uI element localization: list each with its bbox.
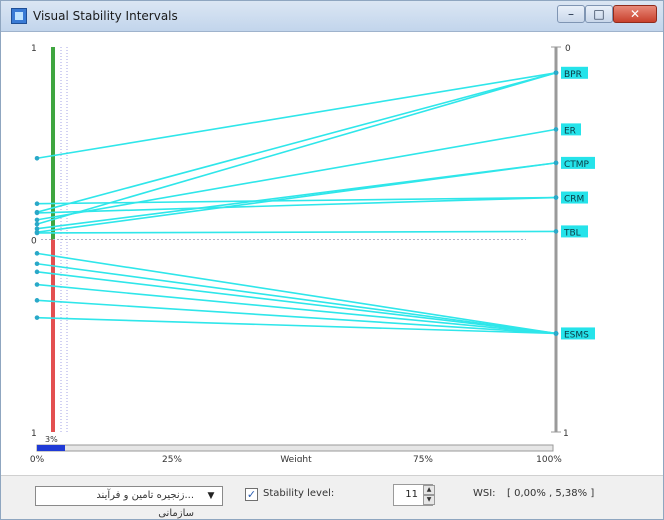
criterion-label-esms: ESMS bbox=[564, 330, 589, 340]
x-tick-label-2: Weight bbox=[280, 455, 312, 462]
app-window-icon bbox=[11, 8, 27, 24]
right-axis-bottom-label: 1 bbox=[563, 429, 569, 439]
series-end-dot-3 bbox=[553, 127, 559, 132]
spin-down-button[interactable]: ▼ bbox=[423, 495, 435, 505]
series-start-dot-7 bbox=[34, 210, 40, 216]
alternative-select[interactable]: ...زنجیره تامین و فرآیند سازمانی ▼ bbox=[35, 486, 223, 519]
criterion-label-bg-er bbox=[561, 123, 581, 136]
series-start-dot-10 bbox=[34, 261, 40, 267]
series-line-crm-7 bbox=[36, 196, 557, 214]
series-start-dot-13 bbox=[34, 298, 40, 303]
series-line-er-3 bbox=[36, 128, 557, 221]
wsi-label: WSI: bbox=[473, 488, 496, 499]
series-start-dot-8 bbox=[34, 230, 40, 236]
spin-up-button[interactable]: ▲ bbox=[423, 485, 435, 495]
left-axis-mid-label: 0 bbox=[31, 237, 37, 247]
series-line-tbl-8 bbox=[36, 230, 557, 234]
close-button[interactable]: ✕ bbox=[613, 5, 657, 23]
minimize-icon: – bbox=[568, 7, 574, 21]
maximize-icon: □ bbox=[593, 7, 605, 21]
series-start-dot-12 bbox=[34, 282, 40, 287]
criterion-label-er: ER bbox=[564, 126, 576, 136]
criterion-label-bg-tbl bbox=[561, 225, 588, 238]
series-end-dot-2 bbox=[553, 70, 559, 76]
series-line-esms-14 bbox=[36, 316, 557, 335]
series-end-dot-8 bbox=[553, 229, 559, 234]
stability-chart: 1 0 1 0 1 3% 0% 25% Weight 75% 100% BPR ER CTMP CRM TB… bbox=[30, 44, 595, 462]
series-start-dot-14 bbox=[34, 315, 40, 320]
x-tick-label-3: 75% bbox=[413, 455, 433, 462]
wsi-value: [ 0,00% , 5,38% ] bbox=[507, 488, 595, 499]
maximize-button[interactable]: □ bbox=[585, 5, 613, 23]
series-start-dot-11 bbox=[34, 269, 40, 275]
series-line-esms-10 bbox=[36, 262, 557, 335]
criterion-label-tbl: TBL bbox=[563, 228, 581, 238]
criterion-label-bg-bpr bbox=[561, 66, 588, 79]
series-line-bpr-0 bbox=[36, 72, 557, 160]
series-line-esms-12 bbox=[36, 283, 557, 335]
series-start-dot-0 bbox=[34, 155, 40, 161]
right-axis-top-label: 0 bbox=[565, 44, 571, 54]
series-start-dot-4 bbox=[34, 226, 40, 232]
weight-slider-track[interactable] bbox=[36, 444, 554, 452]
x-tick-label-0: 0% bbox=[30, 455, 45, 462]
criterion-label-bg-crm bbox=[561, 191, 588, 204]
stability-level-checkbox[interactable]: ✓ bbox=[245, 488, 258, 501]
left-axis-bottom-label: 1 bbox=[31, 429, 37, 439]
bottom-controls: ...زنجیره تامین و فرآیند سازمانی ▼ ✓ Sta… bbox=[1, 475, 663, 519]
green-range-bar bbox=[51, 47, 55, 240]
series-line-esms-9 bbox=[36, 252, 557, 335]
series-line-esms-13 bbox=[36, 299, 557, 335]
series-end-dot-14 bbox=[553, 331, 559, 336]
left-axis-top-label: 1 bbox=[31, 44, 37, 54]
criterion-label-bg-esms bbox=[561, 327, 595, 340]
series-line-ctmp-5 bbox=[36, 162, 557, 233]
chevron-down-icon[interactable]: ▼ bbox=[207, 491, 215, 501]
stability-level-label: Stability level: bbox=[263, 488, 335, 499]
red-range-bar bbox=[51, 239, 55, 432]
series-end-dot-7 bbox=[553, 195, 559, 200]
close-icon: ✕ bbox=[629, 7, 641, 21]
weight-slider-thumb[interactable] bbox=[37, 445, 65, 451]
series-end-dot-5 bbox=[553, 160, 559, 166]
chart-static-layer: 1 0 1 0 1 3% 0% 25% Weight 75% 100% bbox=[30, 44, 571, 462]
criterion-label-bpr: BPR bbox=[564, 70, 582, 80]
series-line-bpr-2 bbox=[36, 72, 557, 225]
x-tick-label-4: 100% bbox=[536, 455, 562, 462]
minimize-button[interactable]: – bbox=[557, 5, 585, 23]
title-bar: Visual Stability Intervals – □ ✕ bbox=[1, 1, 663, 32]
alternative-select-value: ...زنجیره تامین و فرآیند سازمانی bbox=[96, 490, 194, 519]
series-start-dot-2 bbox=[34, 221, 40, 227]
criterion-label-ctmp: CTMP bbox=[564, 160, 590, 170]
series-line-crm-6 bbox=[36, 196, 557, 205]
chart-lines-layer bbox=[34, 70, 559, 336]
window-title: Visual Stability Intervals bbox=[33, 9, 178, 23]
chart-labels-layer: BPR ER CTMP CRM TBL ESMS bbox=[561, 66, 595, 340]
series-start-dot-6 bbox=[34, 201, 40, 206]
series-line-bpr-1 bbox=[36, 72, 557, 213]
series-start-dot-9 bbox=[34, 251, 40, 256]
series-line-esms-11 bbox=[36, 271, 557, 335]
series-start-dot-3 bbox=[34, 217, 40, 223]
weight-slider-value: 3% bbox=[45, 435, 58, 444]
x-tick-label-1: 25% bbox=[162, 455, 182, 462]
criterion-label-bg-ctmp bbox=[561, 156, 595, 169]
criterion-label-crm: CRM bbox=[564, 195, 584, 205]
